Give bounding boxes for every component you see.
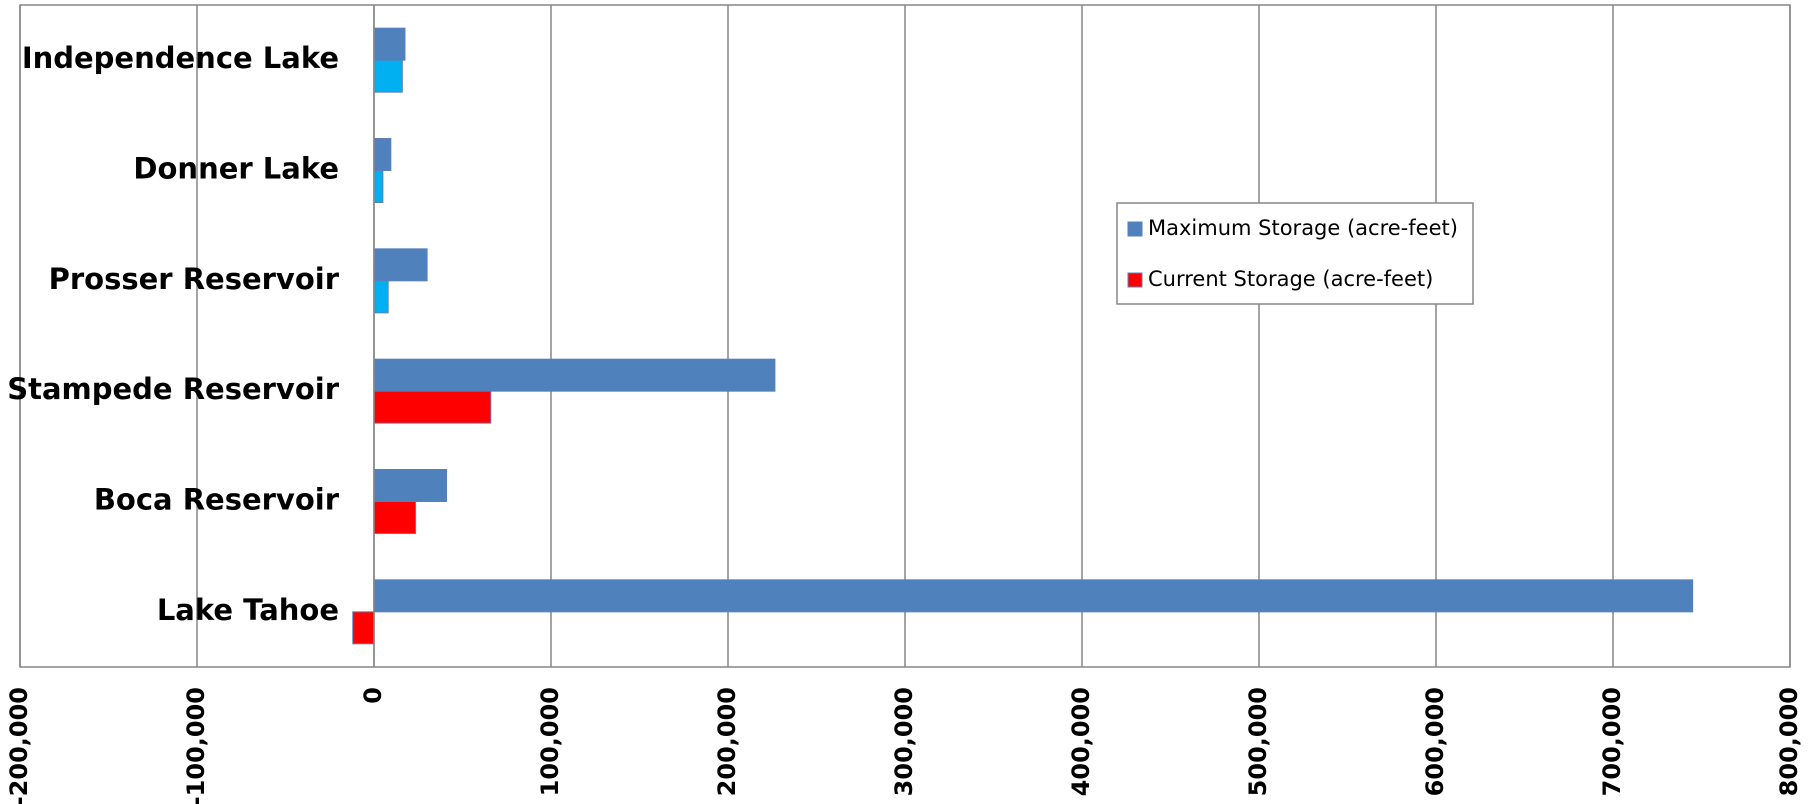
legend-swatch [1127,221,1143,237]
bar [373,358,776,392]
bar [373,59,403,93]
bar [373,280,389,314]
x-tick-label: 300,000 [890,687,918,796]
y-tick-label: Donner Lake [133,152,339,186]
bar [352,611,375,645]
bar [373,138,392,171]
x-tick-label: 800,000 [1775,687,1803,796]
bar [373,170,384,203]
legend-swatch [1127,272,1143,288]
x-tick-label: 0 [359,687,387,704]
legend: Maximum Storage (acre-feet) Current Stora… [1116,202,1474,305]
x-tick-label: 500,000 [1244,687,1272,796]
x-tick-label: 200,000 [713,687,741,796]
legend-label: Maximum Storage (acre-feet) [1148,216,1458,240]
x-tick-label: 400,000 [1067,687,1095,796]
y-tick-label: Independence Lake [22,41,339,75]
y-tick-label: Lake Tahoe [157,593,339,627]
bar [373,579,1694,613]
x-tick-label: 600,000 [1421,687,1449,796]
legend-label: Current Storage (acre-feet) [1148,267,1433,291]
plot-border [19,4,1791,668]
bar [373,469,448,502]
x-tick-label: -100,000 [182,687,210,804]
legend-box [1116,202,1474,305]
y-tick-label: Prosser Reservoir [49,262,340,296]
x-tick-label: -200,000 [5,687,33,804]
bar [373,248,428,282]
bar [373,501,417,534]
x-tick-label: 700,000 [1598,687,1626,796]
y-tick-label: Boca Reservoir [94,483,340,517]
bar [373,27,406,61]
x-tick-label: 100,000 [536,687,564,796]
y-tick-label: Stampede Reservoir [7,372,339,406]
bar [373,390,492,424]
